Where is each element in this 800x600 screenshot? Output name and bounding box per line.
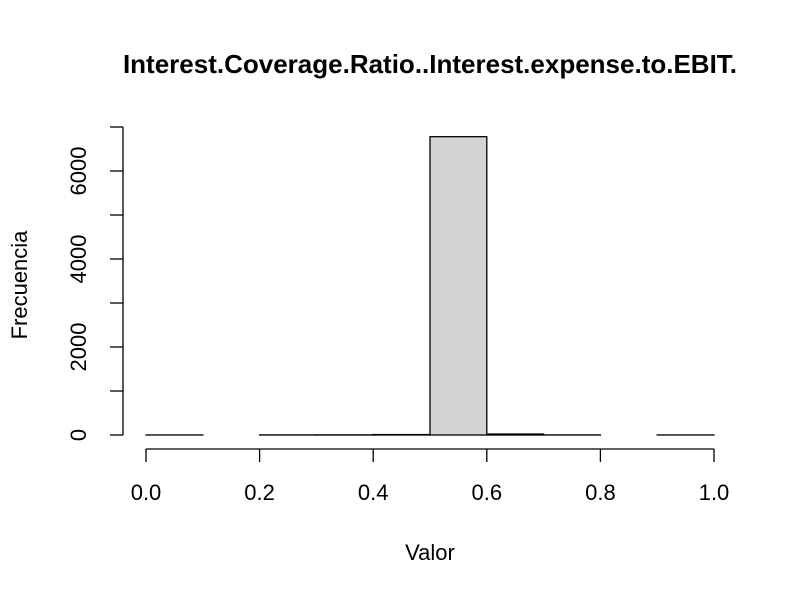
x-axis-label: Valor (405, 540, 455, 565)
histogram-bar-5 (429, 136, 488, 436)
x-tick-label: 0.8 (585, 480, 616, 505)
y-tick-label: 2000 (66, 323, 91, 372)
y-tick-label: 0 (66, 429, 91, 441)
x-tick-label: 0.2 (244, 480, 275, 505)
x-tick-label: 0.0 (131, 480, 162, 505)
x-tick-label: 0.4 (358, 480, 389, 505)
y-tick-label: 4000 (66, 235, 91, 284)
x-tick-label: 1.0 (699, 480, 730, 505)
y-tick-label: 6000 (66, 147, 91, 196)
y-axis: 0 2000 4000 6000 (66, 126, 124, 441)
y-axis-label: Frecuencia (7, 230, 32, 340)
bars-group (145, 136, 715, 436)
chart-title: Interest.Coverage.Ratio..Interest.expens… (123, 49, 737, 79)
x-axis: 0.0 0.2 0.4 0.6 0.8 1.0 (131, 448, 730, 505)
histogram-bar-6 (486, 433, 545, 436)
x-tick-label: 0.6 (472, 480, 503, 505)
